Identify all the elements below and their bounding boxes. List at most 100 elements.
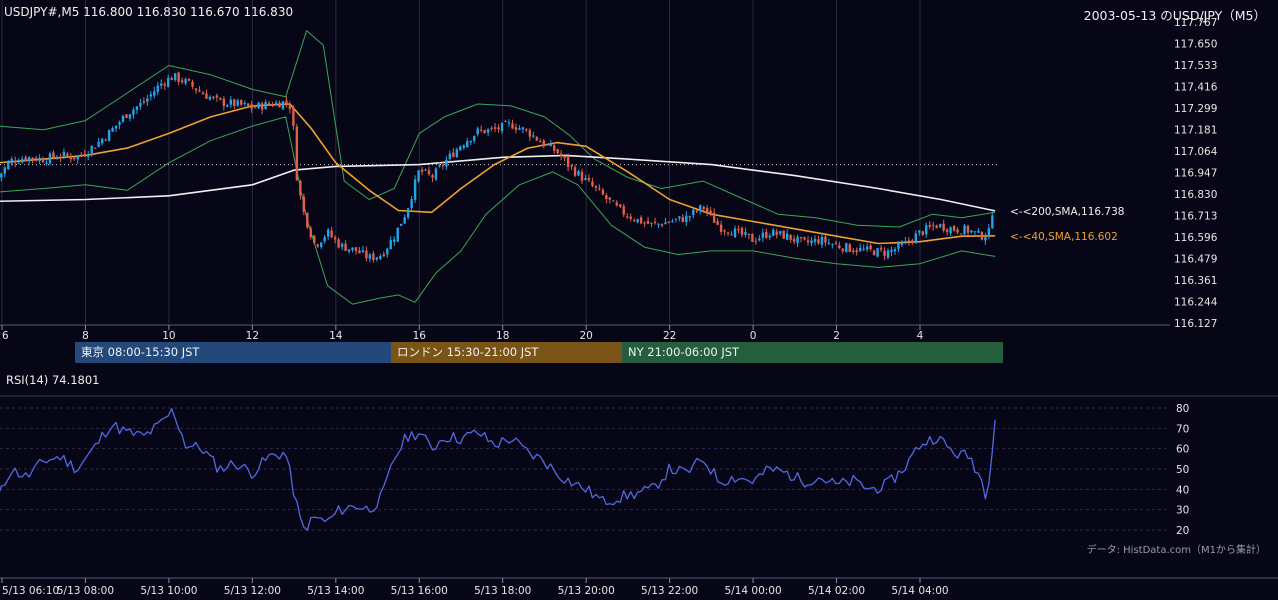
candle-body (246, 103, 250, 106)
candle (201, 90, 205, 95)
candle (525, 128, 528, 133)
candle (375, 256, 379, 262)
price-y-tick-label: 117.767 (1174, 17, 1217, 29)
candle (925, 222, 928, 238)
price-x-tick-label: 20 (579, 330, 592, 342)
candle-body (744, 231, 747, 235)
candle (792, 235, 796, 245)
candle (671, 218, 674, 223)
candle (841, 247, 845, 254)
candle (389, 236, 392, 250)
candle-body (292, 108, 295, 126)
candle-body (907, 240, 911, 242)
candle-body (671, 221, 674, 223)
candle-body (170, 77, 173, 81)
sma40-annotation: <-<40,SMA,116.602 (1010, 231, 1118, 243)
candle (198, 86, 201, 93)
candle (87, 151, 90, 161)
candle-body (876, 248, 879, 257)
candle-body (570, 165, 573, 167)
candle-body (17, 162, 20, 164)
candle (69, 152, 73, 163)
candle (918, 230, 921, 236)
candle-body (525, 129, 528, 131)
candle-body (386, 248, 389, 255)
candle (285, 96, 288, 108)
candle-body (452, 152, 455, 158)
candle-body (511, 123, 514, 129)
candle-body (594, 185, 598, 188)
candle-body (789, 234, 792, 240)
candle-body (149, 94, 153, 97)
candle (452, 147, 455, 158)
candle-body (132, 109, 135, 115)
candle (865, 243, 869, 253)
candle (233, 98, 236, 110)
candle (963, 223, 966, 236)
candle (824, 234, 827, 247)
candle-body (69, 156, 73, 160)
price-y-tick-label: 116.244 (1174, 297, 1218, 309)
candle-body (751, 233, 754, 242)
candle-body (0, 173, 3, 178)
candle (142, 97, 146, 105)
candle-body (309, 228, 312, 238)
candle (160, 79, 163, 90)
candle-body (417, 170, 420, 182)
candle (632, 218, 636, 223)
candle-body (852, 250, 855, 252)
candle-body (552, 145, 556, 151)
candle-body (518, 128, 521, 130)
candle-body (615, 202, 618, 206)
sma40-line (0, 103, 996, 245)
candle (0, 173, 3, 182)
candle (76, 155, 80, 164)
candle (897, 241, 900, 253)
candle-body (135, 106, 139, 110)
candle-body (399, 223, 403, 226)
candle-body (163, 83, 166, 86)
candle (935, 224, 938, 229)
candle (911, 238, 914, 246)
candle (170, 76, 173, 81)
candle-body (507, 122, 511, 124)
candle-body (10, 159, 13, 164)
candle-body (403, 217, 406, 224)
candle-body (660, 224, 664, 226)
candle-body (970, 230, 973, 233)
candle (469, 140, 472, 146)
candle-body (938, 224, 942, 227)
session-london: ロンドン 15:30-21:00 JST (391, 342, 622, 363)
candle (532, 131, 535, 139)
candle-body (219, 97, 222, 100)
candle-body (445, 159, 448, 167)
candle (775, 228, 778, 239)
candle (827, 238, 831, 246)
candle (779, 230, 782, 236)
candle (754, 237, 758, 245)
candle (448, 150, 452, 162)
candle (726, 231, 730, 237)
candle-body (827, 242, 831, 244)
candle (441, 162, 445, 170)
candle (410, 195, 413, 212)
candle-body (459, 146, 462, 151)
candle-body (810, 240, 813, 244)
candle (427, 166, 431, 176)
candle-body (316, 244, 319, 247)
candle (692, 208, 695, 219)
candle (869, 243, 872, 252)
candle-body (504, 121, 507, 123)
candle (52, 150, 55, 160)
candle-body (160, 83, 163, 86)
candle (48, 151, 52, 166)
candle-body (991, 215, 994, 229)
candle-body (486, 129, 490, 133)
candle-body (490, 127, 493, 129)
candle (295, 123, 299, 181)
candle (337, 237, 340, 249)
candle-body (858, 247, 862, 251)
candle-body (299, 180, 302, 196)
price-y-tick-label: 116.596 (1174, 232, 1218, 244)
candle (118, 120, 121, 130)
